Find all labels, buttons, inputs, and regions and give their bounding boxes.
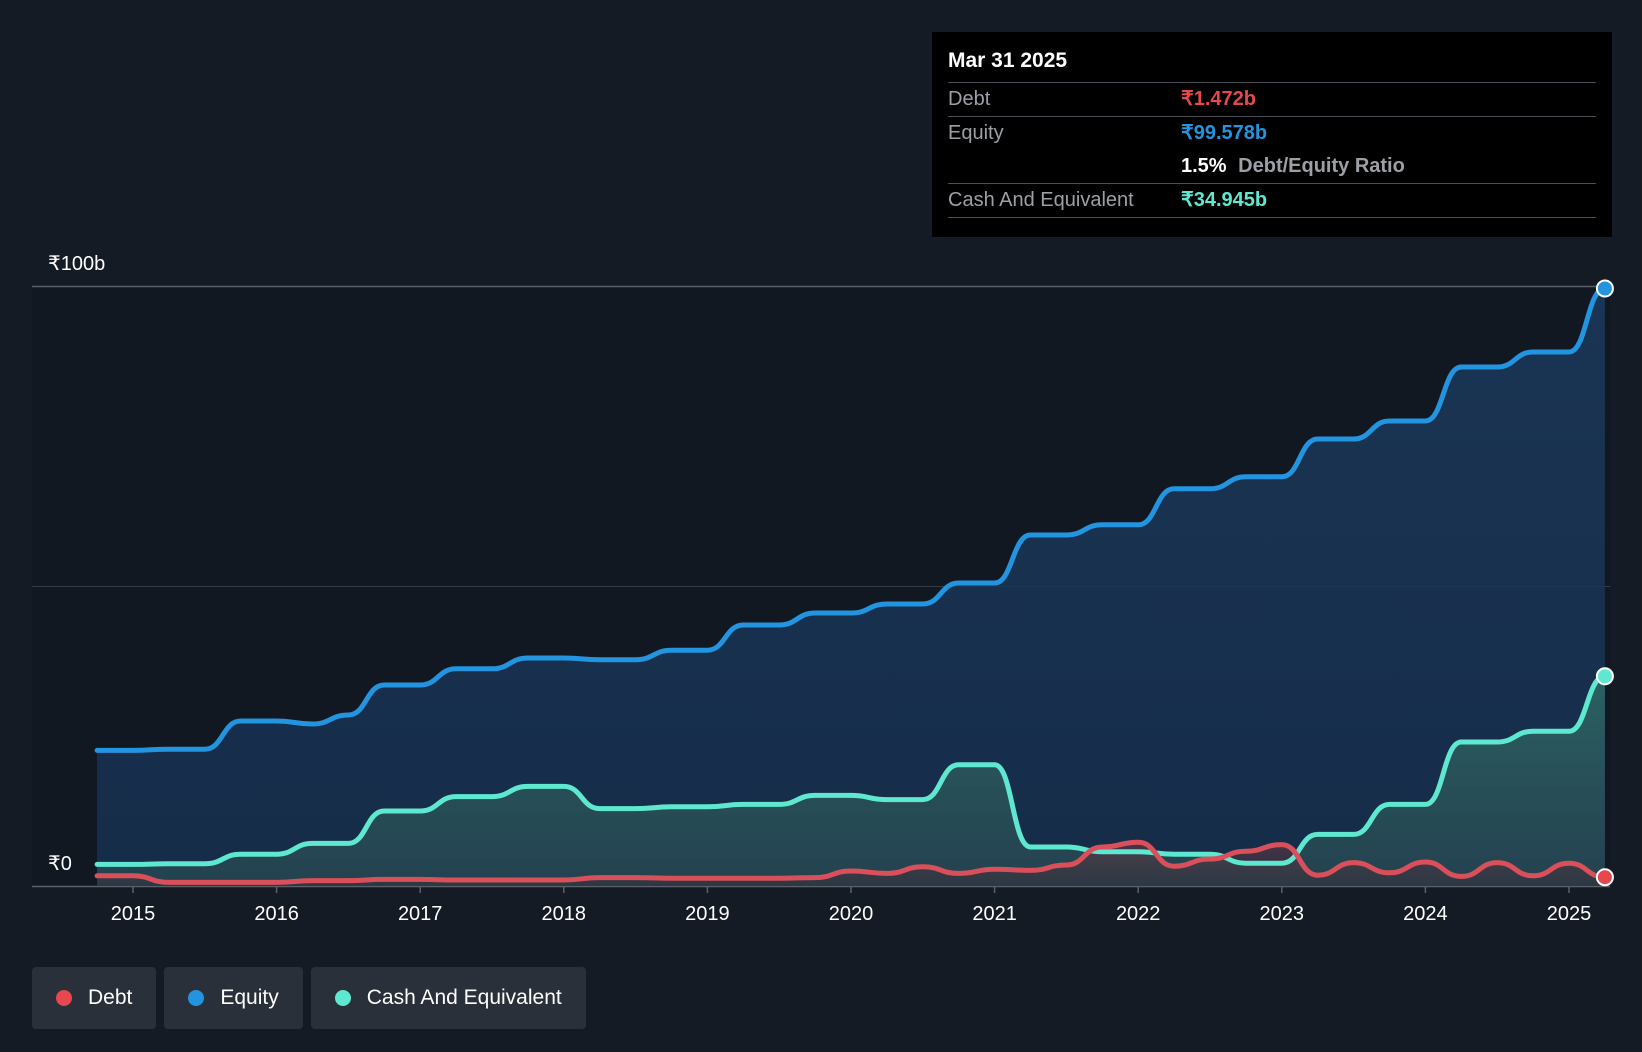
hover-tooltip: Mar 31 2025 Debt ₹1.472b Equity ₹99.578b… (932, 32, 1612, 237)
x-tick-label-2025: 2025 (1547, 903, 1592, 925)
tooltip-row-ratio: 1.5% Debt/Equity Ratio (948, 150, 1596, 184)
tooltip-row-equity: Equity ₹99.578b (948, 117, 1596, 150)
x-tick-label-2019: 2019 (685, 903, 730, 925)
x-tick-label-2020: 2020 (829, 903, 874, 925)
equity-line (94, 286, 1608, 753)
debt-endpoint[interactable] (1595, 868, 1614, 887)
x-tick-label-2022: 2022 (1116, 903, 1161, 925)
debt-area (97, 842, 1605, 886)
tooltip-row-cash: Cash And Equivalent ₹34.945b (948, 184, 1596, 218)
x-tick-label-2015: 2015 (111, 903, 156, 925)
debt-dot-icon (56, 990, 72, 1006)
tooltip-ratio-label: Debt/Equity Ratio (1238, 155, 1405, 177)
cash-dot-icon (334, 990, 351, 1006)
tooltip-equity-label: Equity (948, 122, 1004, 144)
tooltip-ratio-value: 1.5% (1181, 155, 1227, 177)
legend-label-cash: Cash And Equivalent (366, 986, 562, 1009)
legend-label-debt: Debt (88, 986, 133, 1009)
tooltip-equity-value: ₹99.578b (1181, 122, 1268, 144)
y-axis-label-zero: ₹0 (48, 853, 72, 875)
x-tick-label-2016: 2016 (254, 903, 299, 925)
cash-endpoint[interactable] (1595, 667, 1614, 686)
equity-dot-icon (188, 990, 205, 1006)
x-tick-label-2024: 2024 (1403, 903, 1448, 925)
chart-plot: ₹100b ₹0 2015 2016 2017 2018 2019 2020 2021 202… (32, 253, 1614, 925)
legend-item-cash[interactable]: Cash And Equivalent (310, 967, 586, 1029)
legend-item-equity[interactable]: Equity (164, 967, 303, 1029)
x-tick-label-2018: 2018 (542, 903, 587, 925)
x-tick-label-2023: 2023 (1260, 903, 1305, 925)
tooltip-debt-label: Debt (948, 88, 991, 110)
x-axis: 2015 2016 2017 2018 2019 2020 2021 2022 2023 2024… (111, 887, 1592, 925)
legend-item-debt[interactable]: Debt (32, 967, 157, 1029)
x-tick-label-2017: 2017 (398, 903, 443, 925)
x-tick-label-2021: 2021 (972, 903, 1017, 925)
tooltip-date: Mar 31 2025 (948, 46, 1596, 83)
equity-endpoint[interactable] (1595, 279, 1614, 298)
cash-area (97, 676, 1605, 886)
tooltip-cash-value: ₹34.945b (1181, 189, 1268, 211)
chart-legend: Debt Equity Cash And Equivalent (32, 967, 586, 1029)
equity-area (97, 288, 1605, 886)
tooltip-row-debt: Debt ₹1.472b (948, 83, 1596, 117)
legend-label-equity: Equity (220, 986, 279, 1009)
y-axis-label-max: ₹100b (48, 253, 105, 275)
tooltip-debt-value: ₹1.472b (1181, 88, 1256, 110)
tooltip-cash-label: Cash And Equivalent (948, 189, 1134, 211)
debt-line (94, 839, 1608, 885)
cash-line (94, 673, 1608, 867)
